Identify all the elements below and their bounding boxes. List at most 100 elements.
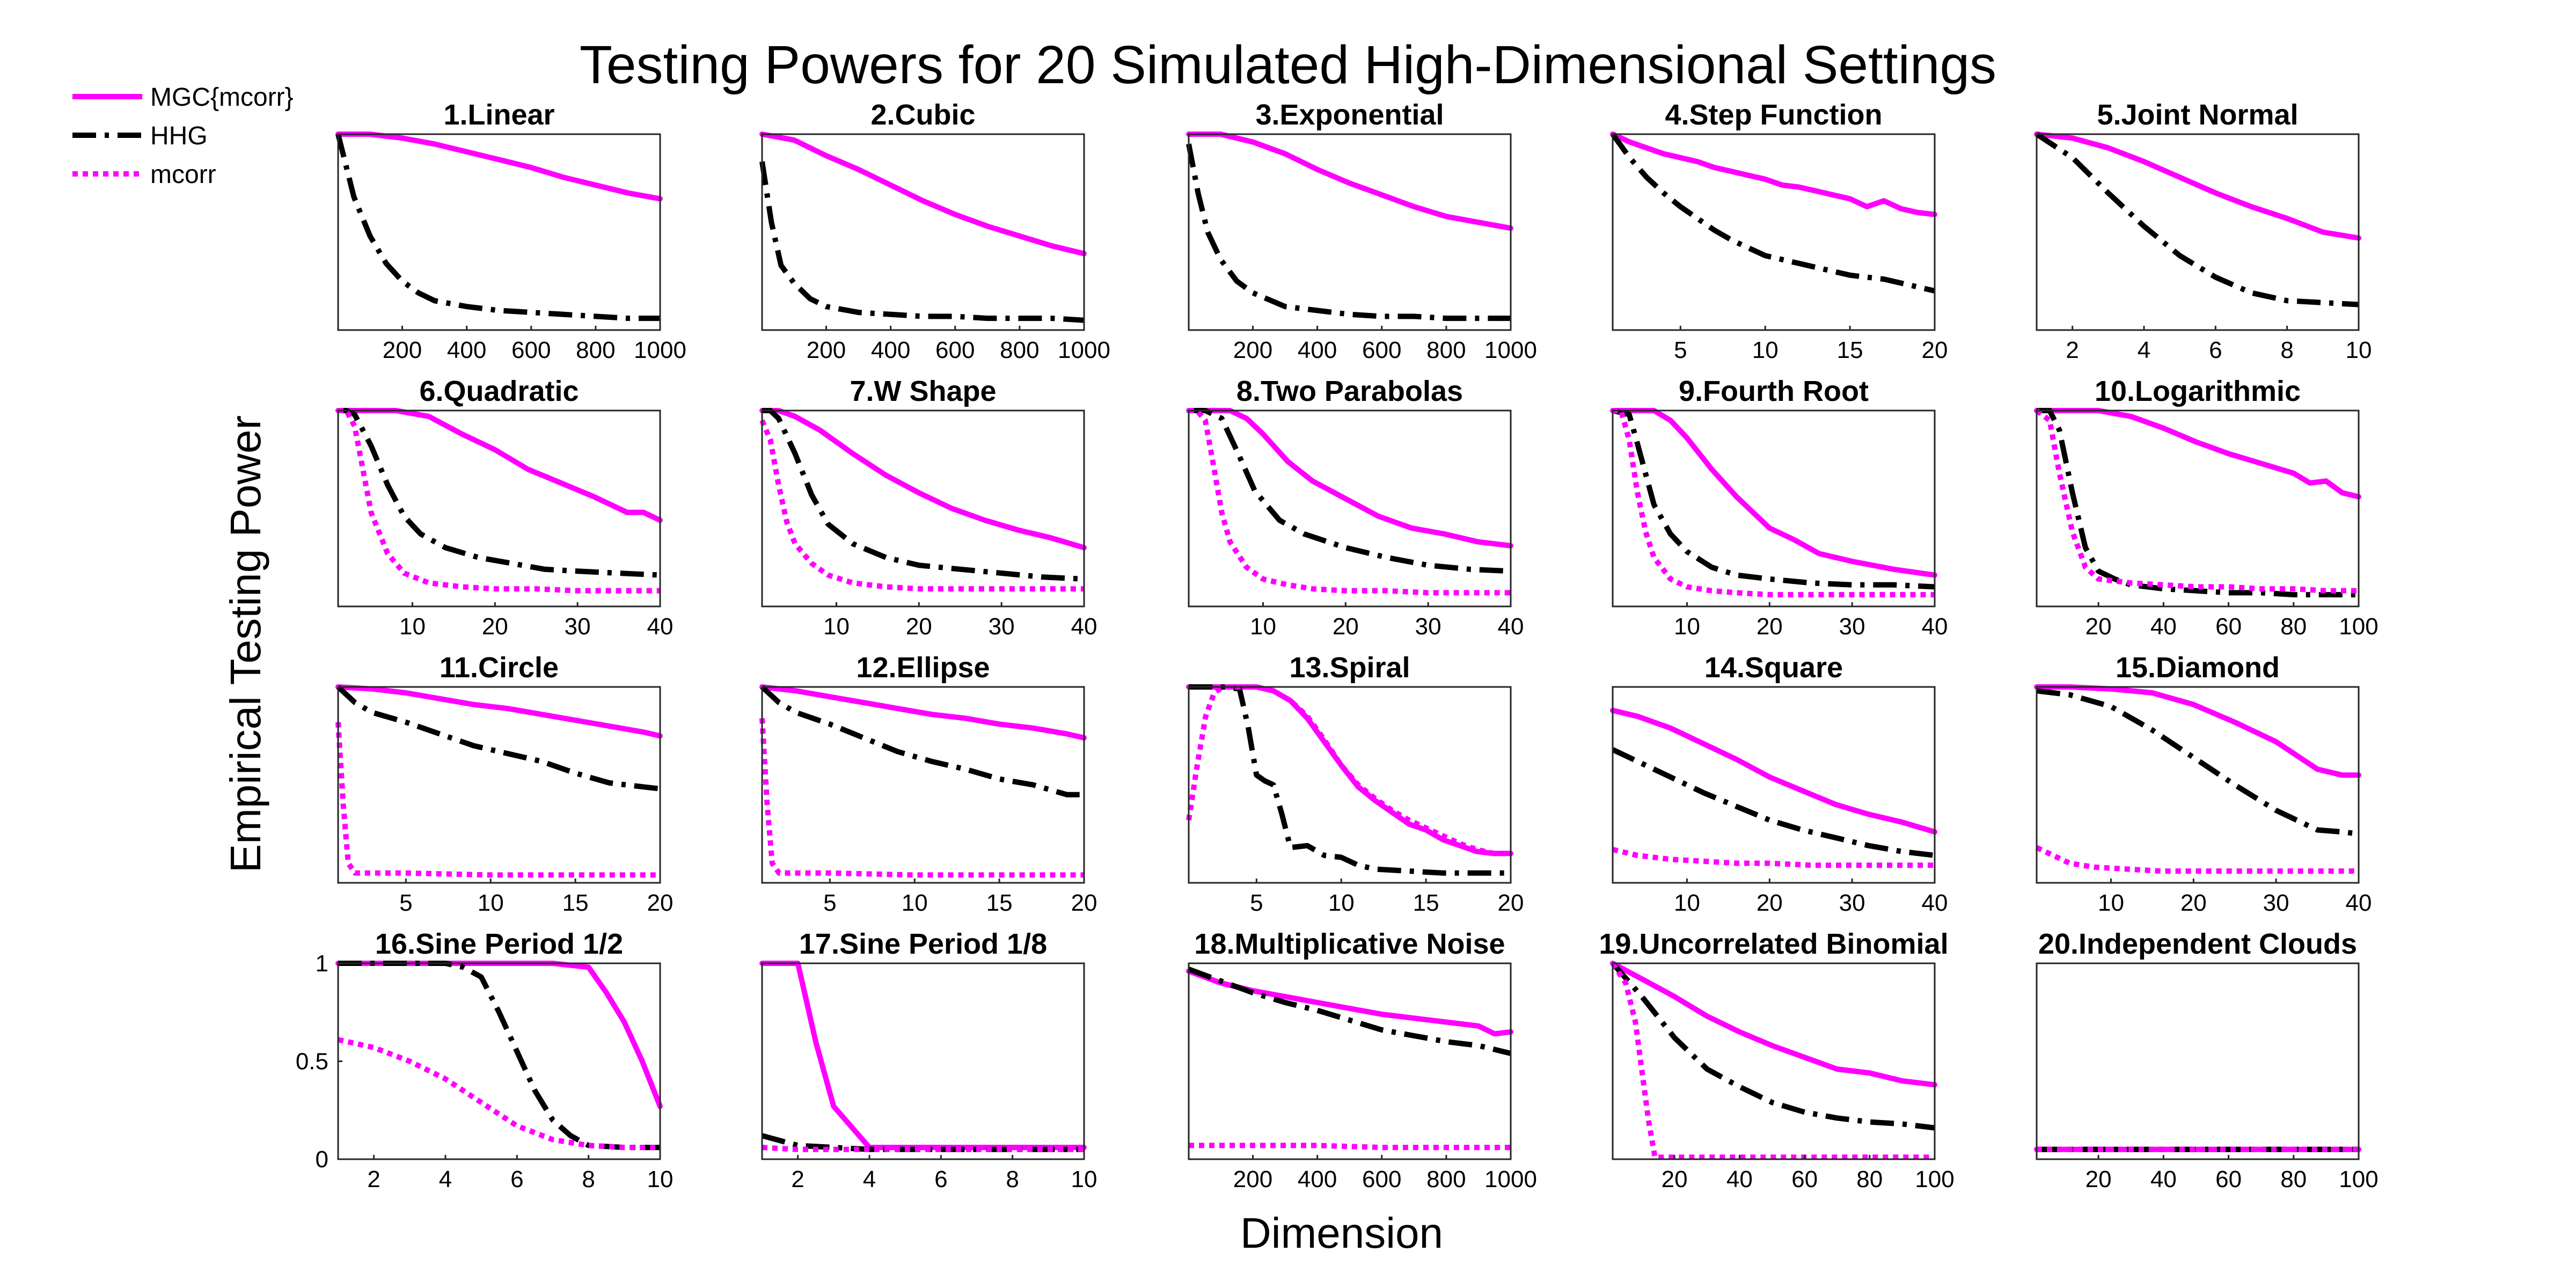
x-tick-label: 800 [1000,337,1039,363]
series-line-dashdot [761,1133,1084,1152]
subplot-title: 18.Multiplicative Noise [1194,928,1505,960]
x-tick-label: 20 [2085,613,2112,640]
subplot-title: 11.Circle [440,652,559,684]
subplot-title: 6.Quadratic [419,375,579,407]
series-line-solid [2034,131,2361,241]
series-line-dashdot [336,685,661,792]
x-tick-label: 30 [2263,890,2289,916]
series-line-dashdot [1186,143,1511,321]
legend-label: mcorr [150,160,216,189]
series-line-solid [335,961,663,1109]
axes-box [2036,133,2360,331]
series-line-solid [335,684,663,739]
x-tick-label: 10 [1674,890,1700,916]
x-tick-label: 80 [2280,1166,2307,1192]
subplot-title: 2.Cubic [870,99,975,131]
series-line-dashdot [760,685,1084,797]
x-tick-label: 6 [510,1166,523,1192]
x-tick-label: 8 [2280,337,2293,363]
x-tick-label: 1000 [1484,1166,1537,1192]
x-tick-label: 10 [823,613,850,640]
series-line-dotted [1189,408,1511,596]
x-tick-label: 6 [2209,337,2222,363]
subplot: 16.Sine Period 1/2 2 4 6 8 10 0 0.5 1 [296,928,674,1192]
y-tick-label: 1 [316,950,328,977]
x-tick-label: 600 [1362,1166,1401,1192]
series-line-dashdot [762,408,1085,582]
subplot: 5.Joint Normal 2 4 6 8 10 [2034,99,2372,363]
subplot-title: 12.Ellipse [856,652,990,684]
series-line-dotted [335,722,660,878]
series-line-solid [1186,968,1513,1037]
x-tick-label: 100 [2339,1166,2378,1192]
axes-box [1188,686,1512,884]
series-line-solid [759,684,1087,741]
subplot: 3.Exponential 200 400 600 800 1000 [1186,99,1537,363]
series-line-dotted [1612,847,1935,868]
subplot: 15.Diamond 10 20 30 40 [2034,652,2372,916]
x-tick-label: 40 [647,613,674,640]
x-tick-label: 8 [1006,1166,1019,1192]
axes-box [337,409,661,608]
series-line-dashdot [335,133,660,321]
series-line-solid [2034,408,2361,500]
x-tick-label: 40 [2150,1166,2177,1192]
x-tick-label: 20 [1071,890,1097,916]
series-line-dotted [759,419,1084,592]
axes-box [761,962,1085,1160]
axes-box [2036,409,2360,608]
x-tick-label: 20 [1498,890,1524,916]
axes-box [1188,962,1512,1160]
series-line-dashdot [1188,967,1512,1056]
x-tick-label: 30 [565,613,591,640]
series-line-dotted [1189,1143,1511,1151]
subplot-title: 8.Two Parabolas [1236,375,1463,407]
x-tick-label: 10 [1752,337,1779,363]
x-tick-label: 400 [871,337,910,363]
x-tick-label: 20 [1757,613,1783,640]
series-line-solid [1186,131,1513,231]
series-line-dashdot [338,408,661,578]
x-tick-label: 20 [2085,1166,2112,1192]
x-tick-label: 200 [1233,1166,1272,1192]
x-tick-label: 20 [1333,613,1359,640]
x-tick-label: 5 [399,890,412,916]
subplot-title: 5.Joint Normal [2097,99,2298,131]
subplot-title: 17.Sine Period 1/8 [799,928,1047,960]
x-tick-label: 20 [1662,1166,1688,1192]
subplot-title: 20.Independent Clouds [2038,928,2357,960]
subplot: 13.Spiral 5 10 15 20 [1186,652,1524,916]
legend: MGC{mcorr} HHG mcorr [72,83,294,189]
series-line-dashdot [1189,408,1511,574]
x-tick-label: 15 [986,890,1013,916]
x-tick-label: 40 [1071,613,1097,640]
x-tick-label: 1000 [634,337,686,363]
subplot: 14.Square 10 20 30 40 [1610,652,1948,916]
x-tick-label: 400 [447,337,486,363]
x-tick-label: 80 [2280,613,2307,640]
x-tick-label: 15 [1413,890,1439,916]
x-tick-label: 100 [2339,613,2378,640]
subplot-title: 4.Step Function [1665,99,1883,131]
x-tick-label: 30 [1415,613,1441,640]
series-line-solid [2034,684,2361,778]
x-tick-label: 800 [1426,337,1466,363]
legend-label: MGC{mcorr} [150,83,294,112]
series-line-dashdot [338,961,660,1151]
series-line-solid [1610,408,1937,578]
x-tick-label: 600 [511,337,551,363]
series-line-dotted [337,1037,660,1151]
subplot: 1.Linear 200 400 600 800 1000 [335,99,686,363]
subplot: 2.Cubic 200 400 600 800 1000 [759,99,1110,363]
series-line-solid [1610,707,1937,835]
series-line-solid [1186,684,1513,857]
x-tick-label: 10 [2098,890,2124,916]
subplot: 11.Circle 5 10 15 20 [335,652,673,916]
x-tick-label: 40 [2150,613,2177,640]
subplot: 7.W Shape 10 20 30 40 [759,375,1097,640]
x-tick-label: 400 [1298,1166,1337,1192]
y-tick-label: 0 [316,1146,328,1173]
y-tick-label: 0.5 [296,1049,328,1075]
subplot-title: 9.Fourth Root [1679,375,1869,407]
